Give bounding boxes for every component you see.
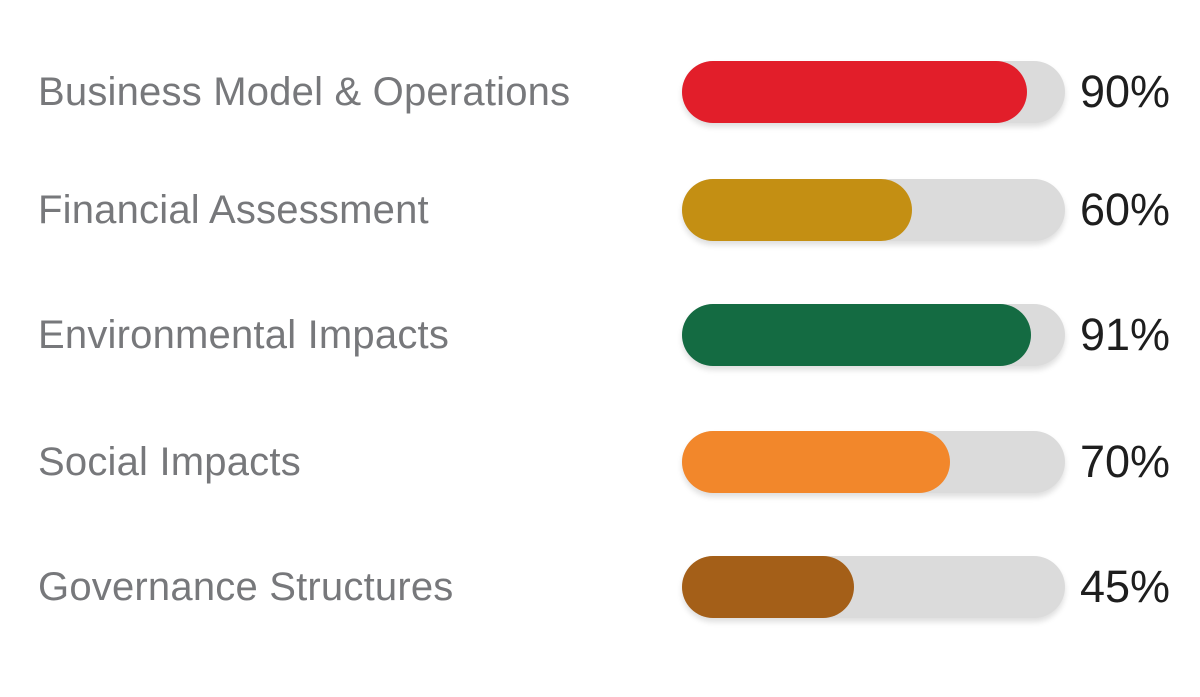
bar-fill	[682, 556, 855, 618]
chart-row: Social Impacts 70%	[0, 431, 1200, 493]
category-label: Business Model & Operations	[38, 69, 571, 114]
category-label: Financial Assessment	[38, 187, 429, 232]
value-label: 60%	[1080, 184, 1171, 235]
value-label: 70%	[1080, 436, 1171, 487]
value-label: 45%	[1080, 561, 1171, 612]
chart-row: Financial Assessment 60%	[0, 179, 1200, 241]
bar-fill	[682, 431, 951, 493]
value-label: 91%	[1080, 309, 1171, 360]
bar-fill	[682, 61, 1027, 123]
bar-fill	[682, 304, 1031, 366]
bar-track	[682, 556, 1065, 618]
category-label: Social Impacts	[38, 439, 301, 484]
bar-track	[682, 304, 1065, 366]
bar-track	[682, 179, 1065, 241]
chart-row: Environmental Impacts 91%	[0, 304, 1200, 366]
bar-track	[682, 431, 1065, 493]
category-label: Environmental Impacts	[38, 312, 450, 357]
chart-row: Business Model & Operations 90%	[0, 61, 1200, 123]
value-label: 90%	[1080, 66, 1171, 117]
category-label: Governance Structures	[38, 564, 454, 609]
chart-row: Governance Structures 45%	[0, 556, 1200, 618]
bar-fill	[682, 179, 912, 241]
bar-track	[682, 61, 1065, 123]
